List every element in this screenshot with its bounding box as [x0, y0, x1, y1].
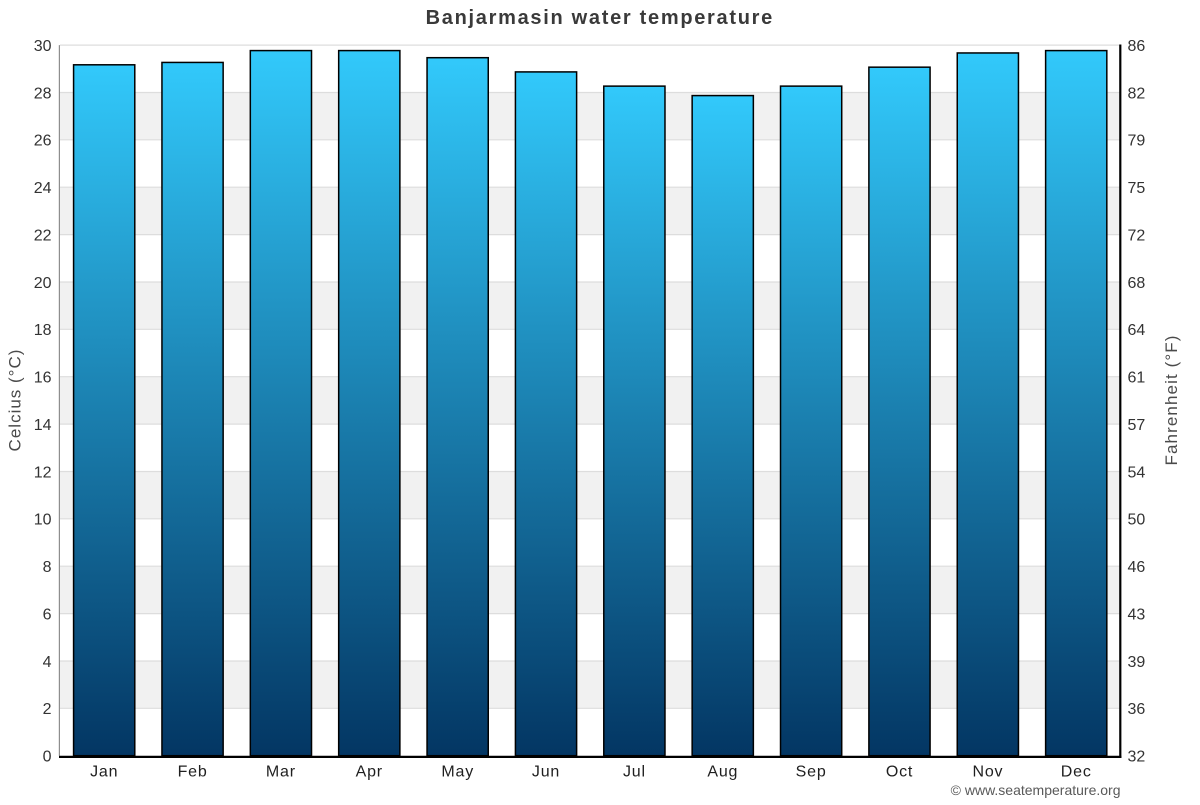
svg-text:Jun: Jun: [532, 763, 560, 780]
svg-text:Dec: Dec: [1061, 763, 1092, 780]
svg-text:8: 8: [43, 559, 52, 576]
svg-text:Jul: Jul: [623, 763, 646, 780]
svg-text:Nov: Nov: [972, 763, 1003, 780]
svg-text:2: 2: [43, 701, 52, 718]
svg-text:57: 57: [1128, 417, 1146, 434]
svg-text:46: 46: [1128, 559, 1146, 576]
svg-text:28: 28: [34, 85, 52, 102]
svg-text:36: 36: [1128, 701, 1146, 718]
svg-text:72: 72: [1128, 227, 1146, 244]
svg-text:16: 16: [34, 369, 52, 386]
svg-text:0: 0: [43, 748, 52, 765]
svg-text:Banjarmasin water temperature: Banjarmasin water temperature: [426, 7, 774, 29]
svg-text:18: 18: [34, 322, 52, 339]
svg-text:50: 50: [1128, 512, 1146, 529]
svg-text:12: 12: [34, 464, 52, 481]
svg-text:Apr: Apr: [356, 763, 383, 780]
svg-text:14: 14: [34, 417, 52, 434]
svg-text:86: 86: [1128, 38, 1146, 55]
svg-text:Jan: Jan: [90, 763, 118, 780]
svg-text:© www.seatemperature.org: © www.seatemperature.org: [951, 782, 1121, 798]
svg-text:61: 61: [1128, 369, 1146, 386]
svg-text:82: 82: [1128, 85, 1146, 102]
svg-text:4: 4: [43, 654, 52, 671]
svg-text:64: 64: [1128, 322, 1146, 339]
svg-text:Feb: Feb: [178, 763, 208, 780]
svg-text:10: 10: [34, 512, 52, 529]
svg-text:79: 79: [1128, 133, 1146, 150]
svg-text:22: 22: [34, 227, 52, 244]
svg-text:Sep: Sep: [796, 763, 827, 780]
svg-text:30: 30: [34, 38, 52, 55]
svg-text:Celcius (°C): Celcius (°C): [6, 349, 25, 452]
svg-text:43: 43: [1128, 606, 1146, 623]
svg-text:Fahrenheit (°F): Fahrenheit (°F): [1162, 334, 1181, 465]
svg-text:6: 6: [43, 606, 52, 623]
svg-text:32: 32: [1128, 748, 1146, 765]
svg-text:20: 20: [34, 275, 52, 292]
svg-text:Mar: Mar: [266, 763, 296, 780]
svg-text:39: 39: [1128, 654, 1146, 671]
svg-text:54: 54: [1128, 464, 1146, 481]
svg-text:24: 24: [34, 180, 52, 197]
svg-text:75: 75: [1128, 180, 1146, 197]
svg-text:Oct: Oct: [886, 763, 913, 780]
svg-text:26: 26: [34, 133, 52, 150]
svg-text:68: 68: [1128, 275, 1146, 292]
svg-text:Aug: Aug: [707, 763, 738, 780]
svg-text:May: May: [441, 763, 474, 780]
